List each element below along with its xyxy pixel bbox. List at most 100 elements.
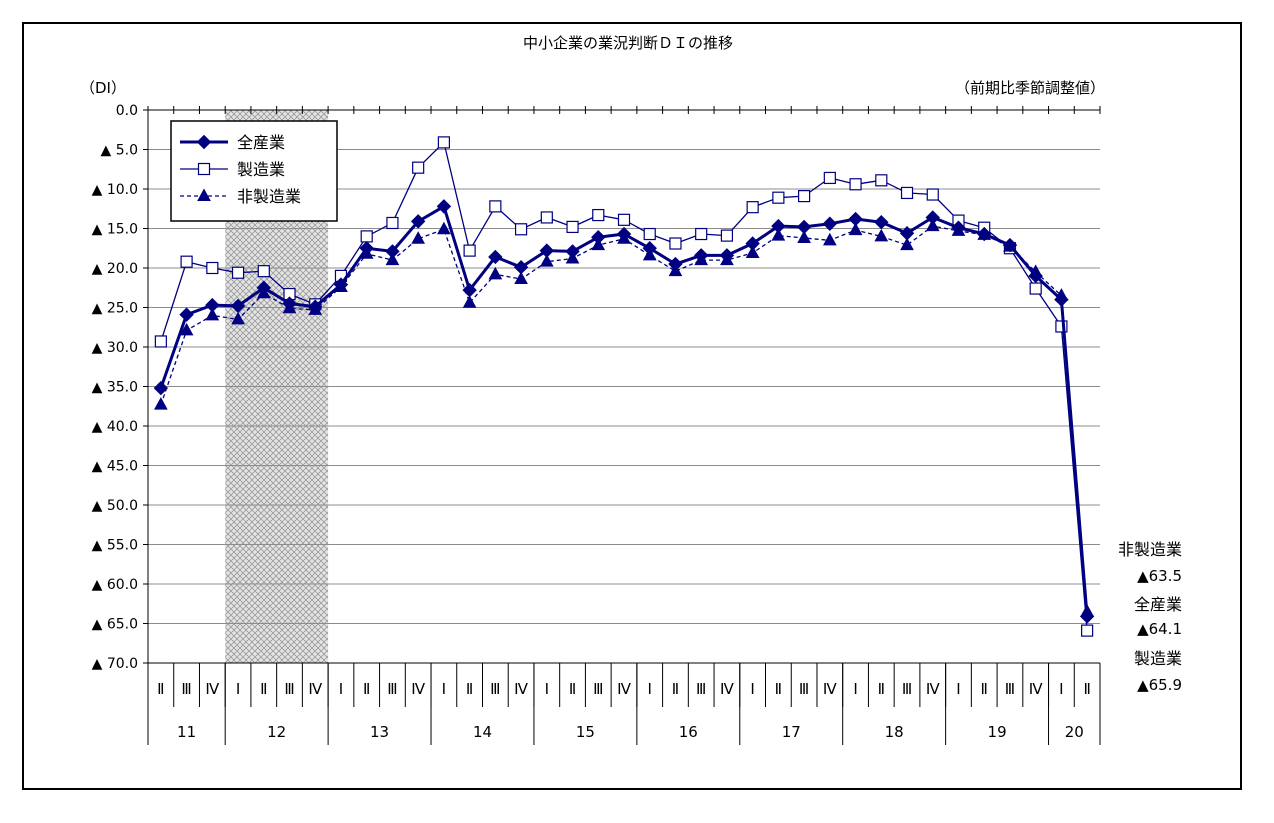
end-label-name: 製造業 <box>1134 649 1182 668</box>
y-tick-label: ▲ 35.0 <box>92 380 138 396</box>
quarter-label: Ⅰ <box>1059 680 1063 698</box>
quarter-label: Ⅲ <box>593 680 603 698</box>
data-point <box>360 230 373 243</box>
quarter-label: Ⅳ <box>514 680 528 698</box>
data-point <box>411 231 426 244</box>
data-point <box>1081 624 1094 637</box>
data-point <box>463 244 476 257</box>
quarter-label: Ⅱ <box>260 680 267 698</box>
y-tick-label: ▲ 50.0 <box>92 498 138 514</box>
quarter-label: Ⅱ <box>363 680 370 698</box>
quarter-label: Ⅱ <box>981 680 988 698</box>
data-point <box>1029 282 1042 295</box>
data-point <box>206 261 219 275</box>
y-tick-label: ▲ 40.0 <box>92 419 138 435</box>
year-label: 18 <box>885 723 904 741</box>
quarter-label: Ⅳ <box>926 680 940 698</box>
legend-marker <box>196 134 212 150</box>
legend-label: 製造業 <box>237 160 285 179</box>
data-point <box>514 223 528 236</box>
year-label: 20 <box>1065 723 1084 741</box>
data-point <box>823 171 836 185</box>
data-point <box>925 218 940 232</box>
data-point <box>488 266 503 280</box>
series-0 <box>153 199 1095 624</box>
year-label: 19 <box>988 723 1007 741</box>
data-point <box>565 244 580 259</box>
quarter-label: Ⅲ <box>696 680 706 698</box>
quarter-label: Ⅰ <box>236 680 240 698</box>
data-point <box>822 232 837 246</box>
seasonal-note: （前期比季節調整値） <box>955 79 1105 97</box>
data-point <box>180 255 193 268</box>
data-point <box>205 307 220 321</box>
data-point <box>848 211 863 227</box>
data-point <box>513 260 529 275</box>
chart-title: 中小企業の業況判断ＤＩの推移 <box>523 34 733 52</box>
data-point <box>154 335 167 348</box>
data-point <box>410 214 426 229</box>
data-point <box>771 228 786 241</box>
quarter-label: Ⅰ <box>956 680 960 698</box>
data-point <box>693 248 709 263</box>
data-point <box>179 322 194 336</box>
y-tick-label: ▲ 5.0 <box>101 143 138 159</box>
data-point <box>437 221 451 235</box>
data-point <box>566 220 579 234</box>
legend-label: 非製造業 <box>237 187 301 206</box>
y-unit-label: （DI） <box>80 79 126 97</box>
data-point <box>848 222 863 236</box>
data-point <box>720 229 734 242</box>
data-point <box>745 236 760 251</box>
legend-marker <box>197 162 211 176</box>
data-point <box>488 249 503 265</box>
y-tick-label: ▲ 10.0 <box>92 182 138 198</box>
quarter-label: Ⅲ <box>284 680 294 698</box>
data-point <box>1079 609 1095 624</box>
quarter-label: Ⅳ <box>720 680 734 698</box>
data-point <box>282 296 297 311</box>
data-point <box>1054 292 1069 307</box>
end-label-value: ▲63.5 <box>1137 567 1182 585</box>
data-point <box>797 230 811 243</box>
data-point <box>257 265 270 278</box>
data-point <box>616 226 632 242</box>
quarter-label: Ⅱ <box>157 680 164 698</box>
quarter-label: Ⅱ <box>672 680 679 698</box>
quarter-label: Ⅳ <box>617 680 631 698</box>
quarter-label: Ⅰ <box>750 680 754 698</box>
data-point <box>1055 320 1068 333</box>
y-tick-label: ▲ 70.0 <box>92 656 138 672</box>
data-point <box>695 227 708 241</box>
data-point <box>540 211 553 224</box>
y-tick-label: ▲ 20.0 <box>92 261 138 277</box>
data-point <box>308 299 323 314</box>
year-label: 15 <box>576 723 595 741</box>
data-point <box>385 252 400 266</box>
end-label-name: 全産業 <box>1134 595 1182 614</box>
data-point <box>900 237 914 251</box>
quarter-label: Ⅳ <box>411 680 425 698</box>
data-point <box>437 136 450 149</box>
year-label: 13 <box>370 723 389 741</box>
data-point <box>1002 237 1018 253</box>
data-point <box>719 248 735 263</box>
quarter-label: Ⅰ <box>545 680 549 698</box>
data-point <box>514 271 528 285</box>
y-tick-label: ▲ 30.0 <box>92 340 138 356</box>
data-point <box>179 307 194 322</box>
data-point <box>333 277 349 292</box>
end-label-value: ▲64.1 <box>1137 620 1182 638</box>
quarter-label: Ⅲ <box>1005 680 1015 698</box>
quarter-label: Ⅲ <box>799 680 809 698</box>
data-point <box>849 178 862 191</box>
y-tick-label: ▲ 25.0 <box>92 301 138 317</box>
data-point <box>669 237 682 250</box>
data-point <box>899 226 915 241</box>
end-label-name: 非製造業 <box>1118 540 1182 559</box>
data-point <box>926 188 939 201</box>
y-tick-label: ▲ 15.0 <box>92 222 138 238</box>
data-point <box>642 241 657 256</box>
y-tick-label: 0.0 <box>116 103 138 119</box>
